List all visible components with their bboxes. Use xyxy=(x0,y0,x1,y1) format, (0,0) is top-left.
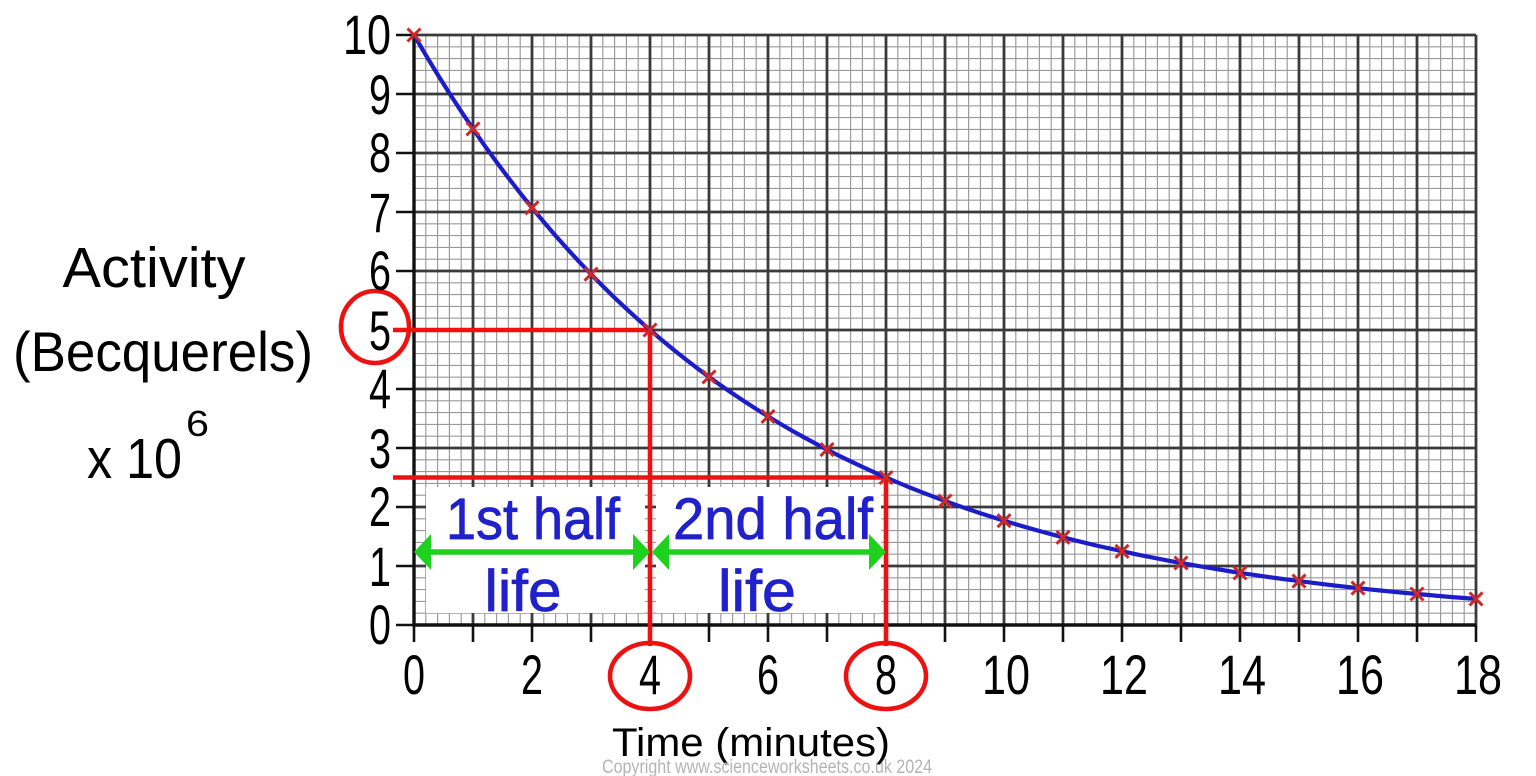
svg-text:10: 10 xyxy=(343,3,391,66)
svg-text:6: 6 xyxy=(757,643,779,706)
svg-text:2nd half: 2nd half xyxy=(673,487,874,552)
svg-text:8: 8 xyxy=(875,643,897,706)
svg-text:(Becquerels): (Becquerels) xyxy=(13,320,313,383)
svg-text:14: 14 xyxy=(1218,643,1266,706)
svg-text:4: 4 xyxy=(369,357,391,420)
svg-text:10: 10 xyxy=(982,643,1030,706)
svg-text:1st half: 1st half xyxy=(446,487,621,552)
svg-text:5: 5 xyxy=(369,299,391,362)
svg-text:life: life xyxy=(718,559,796,624)
svg-text:x 10: x 10 xyxy=(87,427,182,491)
svg-text:0: 0 xyxy=(369,593,391,656)
svg-text:8: 8 xyxy=(369,121,391,184)
svg-text:6: 6 xyxy=(369,239,391,302)
svg-text:2: 2 xyxy=(521,643,543,706)
svg-text:16: 16 xyxy=(1336,643,1384,706)
svg-text:life: life xyxy=(485,559,562,624)
svg-text:12: 12 xyxy=(1100,643,1148,706)
svg-text:18: 18 xyxy=(1454,643,1502,706)
svg-text:Copyright www.scienceworksheet: Copyright www.scienceworksheets.co.uk 20… xyxy=(602,757,932,776)
svg-text:1: 1 xyxy=(369,535,391,598)
svg-text:7: 7 xyxy=(369,181,391,244)
svg-text:9: 9 xyxy=(369,63,391,126)
svg-text:4: 4 xyxy=(639,643,661,706)
svg-text:3: 3 xyxy=(369,417,391,480)
svg-text:2: 2 xyxy=(369,475,391,538)
svg-text:0: 0 xyxy=(403,643,425,706)
svg-text:6: 6 xyxy=(186,403,209,444)
svg-text:Time (minutes): Time (minutes) xyxy=(612,721,890,765)
svg-text:Activity: Activity xyxy=(63,236,246,300)
